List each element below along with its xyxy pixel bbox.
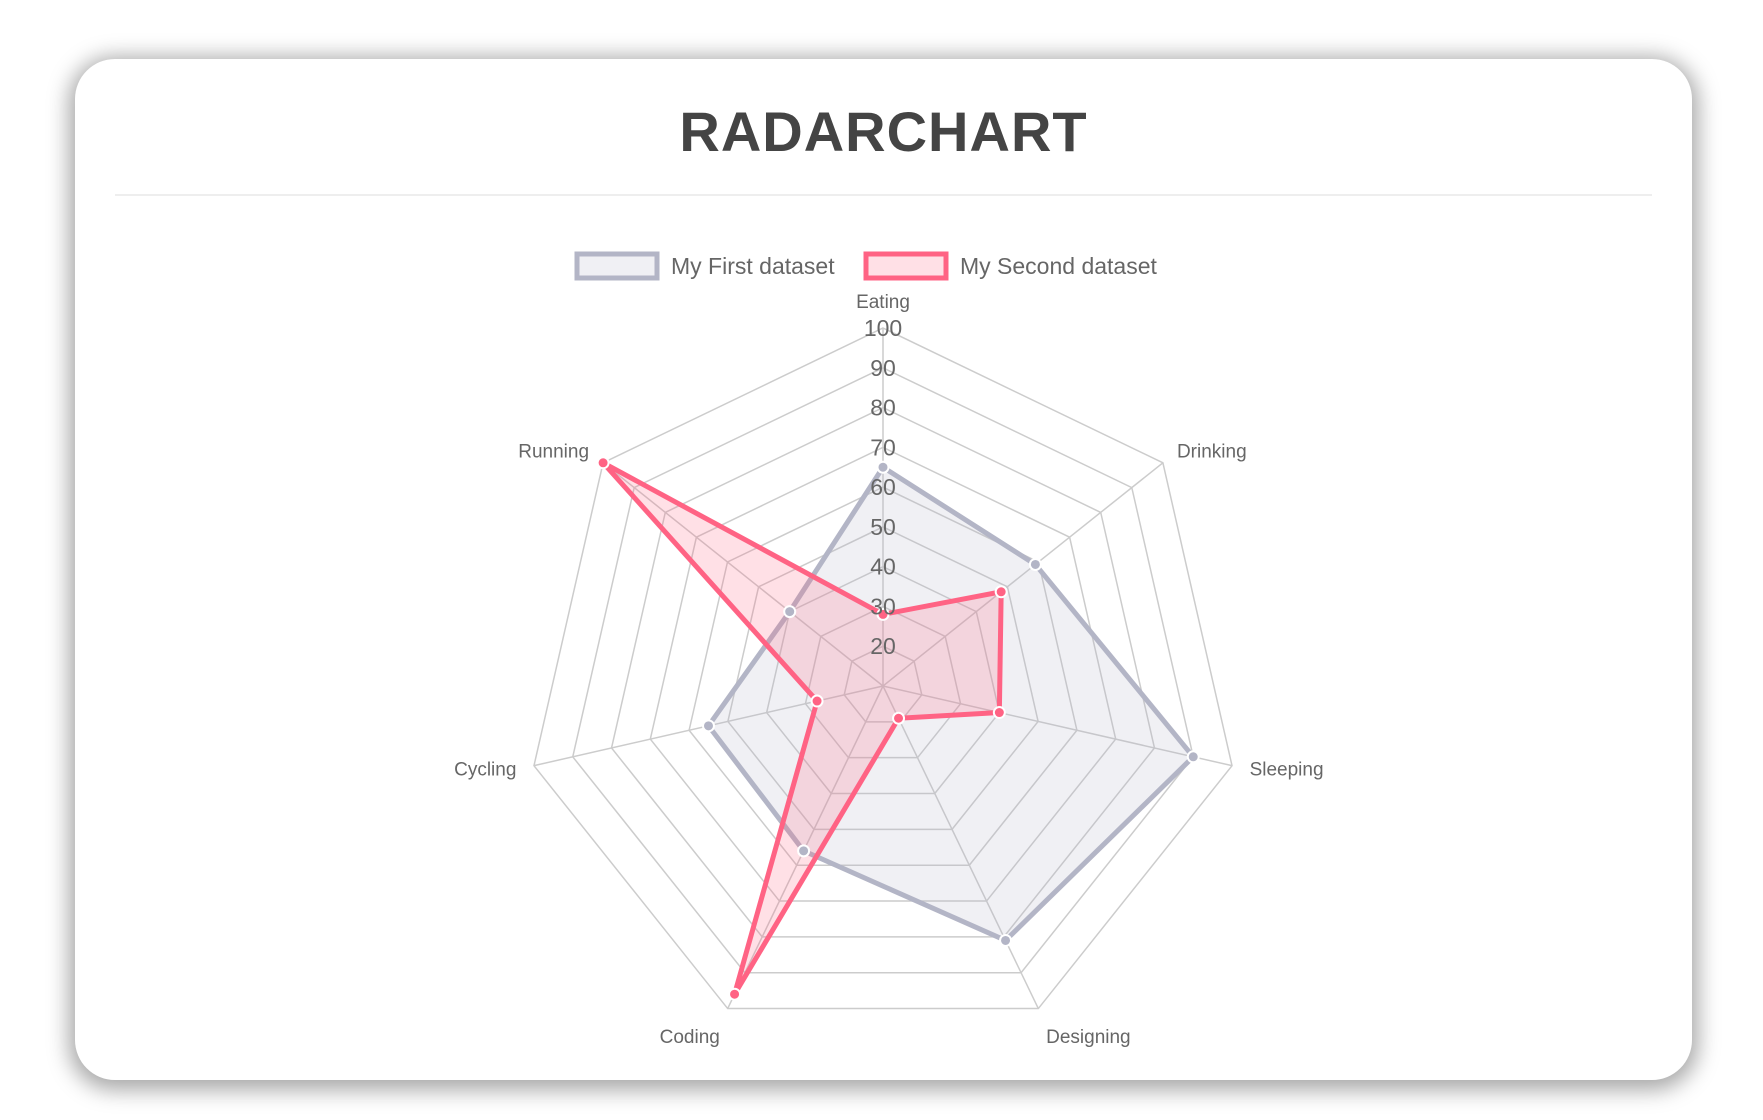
grid-ring: [804, 605, 962, 759]
grid-ring: [843, 645, 923, 723]
series-1-point: [783, 605, 797, 619]
tick-label: 30: [870, 593, 896, 619]
axis-label-drinking: Drinking: [1177, 442, 1247, 463]
series-2-point: [596, 456, 610, 470]
legend-swatch: [863, 251, 949, 281]
tick-label: 20: [870, 633, 896, 659]
tick-label: 90: [870, 355, 896, 381]
series-1-point: [1186, 750, 1200, 764]
tick-label: 80: [870, 395, 896, 421]
angle-line: [882, 685, 1233, 767]
tick-label: 40: [870, 554, 896, 580]
legend-swatch: [574, 251, 660, 281]
axis-label-eating: Eating: [856, 292, 910, 313]
axis-label-sleeping: Sleeping: [1250, 760, 1324, 781]
grid-ring: [649, 446, 1117, 902]
angle-line: [602, 462, 884, 687]
series-1-point: [1028, 557, 1042, 571]
angle-line: [882, 462, 1164, 687]
axis-label-cycling: Cycling: [454, 760, 516, 781]
series-2-point: [876, 607, 890, 621]
axis-label-coding: Coding: [660, 1027, 720, 1048]
series-2-point: [810, 694, 824, 708]
series-2-point: [892, 711, 906, 725]
series-1-point: [876, 460, 890, 474]
grid-ring: [571, 366, 1195, 974]
series-1-point: [701, 719, 715, 733]
grid-ring: [688, 486, 1078, 866]
tick-label: 100: [864, 315, 902, 341]
grid-ring: [727, 526, 1039, 831]
tick-label: 60: [870, 474, 896, 500]
legend-label: My Second dataset: [960, 253, 1158, 279]
series-2-area: [601, 460, 1004, 996]
axis-label-designing: Designing: [1046, 1027, 1131, 1048]
series-2-point: [728, 987, 742, 1001]
series-2-point: [994, 585, 1008, 599]
grid-ring: [610, 406, 1156, 938]
tick-label: 70: [870, 434, 896, 460]
page-title: RADARCHART: [679, 100, 1088, 163]
divider: [115, 194, 1652, 196]
grid-ring: [533, 327, 1233, 1010]
series-1-point: [999, 933, 1013, 947]
tick-label: 50: [870, 514, 896, 540]
grid-ring: [765, 565, 1001, 795]
series-1-point: [797, 844, 811, 858]
angle-line: [882, 685, 1040, 1009]
legend-label: My First dataset: [671, 253, 835, 279]
series-2-point: [992, 706, 1006, 720]
axis-label-running: Running: [518, 442, 589, 463]
